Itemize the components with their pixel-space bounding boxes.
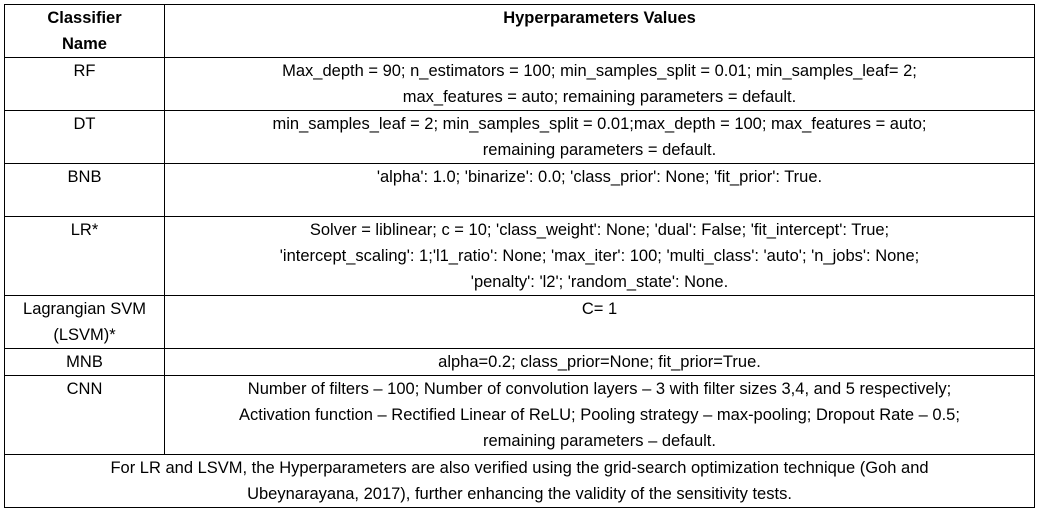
hyperparameters-line: Solver = liblinear; c = 10; 'class_weigh… xyxy=(309,221,890,239)
hyperparameters-line: alpha=0.2; class_prior=None; fit_prior=T… xyxy=(438,353,761,371)
header-hyperparameters-values: Hyperparameters Values xyxy=(164,4,1035,58)
table-row-bnb: BNB 'alpha': 1.0; 'binarize': 0.0; 'clas… xyxy=(4,163,1035,217)
hyperparameters-line: Activation function – Rectified Linear o… xyxy=(239,406,960,424)
classifier-name-cell: BNB xyxy=(4,163,165,217)
classifier-name: RF xyxy=(73,62,96,80)
hyperparameters-line: Number of filters – 100; Number of convo… xyxy=(247,380,952,398)
classifier-name: LR* xyxy=(70,221,99,239)
hyperparameters-cell: C= 1 xyxy=(164,295,1035,349)
hyperparameters-cell: alpha=0.2; class_prior=None; fit_prior=T… xyxy=(164,348,1035,376)
footnote-line: For LR and LSVM, the Hyperparameters are… xyxy=(110,459,929,477)
classifier-name: BNB xyxy=(67,168,102,186)
footnote-line: Ubeynarayana, 2017), further enhancing t… xyxy=(247,485,792,503)
table-row-lsvm: Lagrangian SVM (LSVM)* C= 1 xyxy=(4,295,1035,349)
hyperparameters-line: 'penalty': 'l2'; 'random_state': None. xyxy=(470,273,729,291)
table-row-lr: LR* Solver = liblinear; c = 10; 'class_w… xyxy=(4,216,1035,296)
table-row-mnb: MNB alpha=0.2; class_prior=None; fit_pri… xyxy=(4,348,1035,376)
table-row-cnn: CNN Number of filters – 100; Number of c… xyxy=(4,375,1035,455)
classifier-name-cell: Lagrangian SVM (LSVM)* xyxy=(4,295,165,349)
hyperparameters-line: 'intercept_scaling': 1;'l1_ratio': None;… xyxy=(279,247,920,265)
hyperparameters-cell: Number of filters – 100; Number of convo… xyxy=(164,375,1035,455)
hyperparameters-line: remaining parameters = default. xyxy=(482,141,717,159)
hyperparameters-cell: Max_depth = 90; n_estimators = 100; min_… xyxy=(164,57,1035,111)
footnote-cell: For LR and LSVM, the Hyperparameters are… xyxy=(4,454,1035,508)
classifier-name-cell: LR* xyxy=(4,216,165,296)
header-classifier-line2: Name xyxy=(62,35,107,53)
hyperparameters-line: 'alpha': 1.0; 'binarize': 0.0; 'class_pr… xyxy=(376,168,823,186)
table-row-rf: RF Max_depth = 90; n_estimators = 100; m… xyxy=(4,57,1035,111)
classifier-name: DT xyxy=(73,115,96,133)
header-row: Classifier Name Hyperparameters Values xyxy=(4,4,1035,58)
hyperparameters-cell: 'alpha': 1.0; 'binarize': 0.0; 'class_pr… xyxy=(164,163,1035,217)
classifier-name-cell: MNB xyxy=(4,348,165,376)
table-row-dt: DT min_samples_leaf = 2; min_samples_spl… xyxy=(4,110,1035,164)
hyperparameters-line: Max_depth = 90; n_estimators = 100; min_… xyxy=(282,62,917,80)
classifier-name-cell: CNN xyxy=(4,375,165,455)
classifier-name: Lagrangian SVM xyxy=(23,300,146,318)
classifier-name-cell: RF xyxy=(4,57,165,111)
hyperparameters-line: C= 1 xyxy=(581,300,618,318)
hyperparameters-table: Classifier Name Hyperparameters Values R… xyxy=(4,4,1035,508)
hyperparameters-cell: Solver = liblinear; c = 10; 'class_weigh… xyxy=(164,216,1035,296)
hyperparameters-line: max_features = auto; remaining parameter… xyxy=(402,88,797,106)
header-classifier-line1: Classifier xyxy=(47,9,122,27)
classifier-name: MNB xyxy=(66,353,103,371)
header-values-label: Hyperparameters Values xyxy=(503,9,696,27)
classifier-name: (LSVM)* xyxy=(53,326,116,344)
hyperparameters-line: remaining parameters – default. xyxy=(483,432,716,450)
footnote-row: For LR and LSVM, the Hyperparameters are… xyxy=(4,454,1035,508)
classifier-name-cell: DT xyxy=(4,110,165,164)
header-classifier-name: Classifier Name xyxy=(4,4,165,58)
hyperparameters-line: min_samples_leaf = 2; min_samples_split … xyxy=(272,115,927,133)
hyperparameters-cell: min_samples_leaf = 2; min_samples_split … xyxy=(164,110,1035,164)
classifier-name: CNN xyxy=(66,380,103,398)
